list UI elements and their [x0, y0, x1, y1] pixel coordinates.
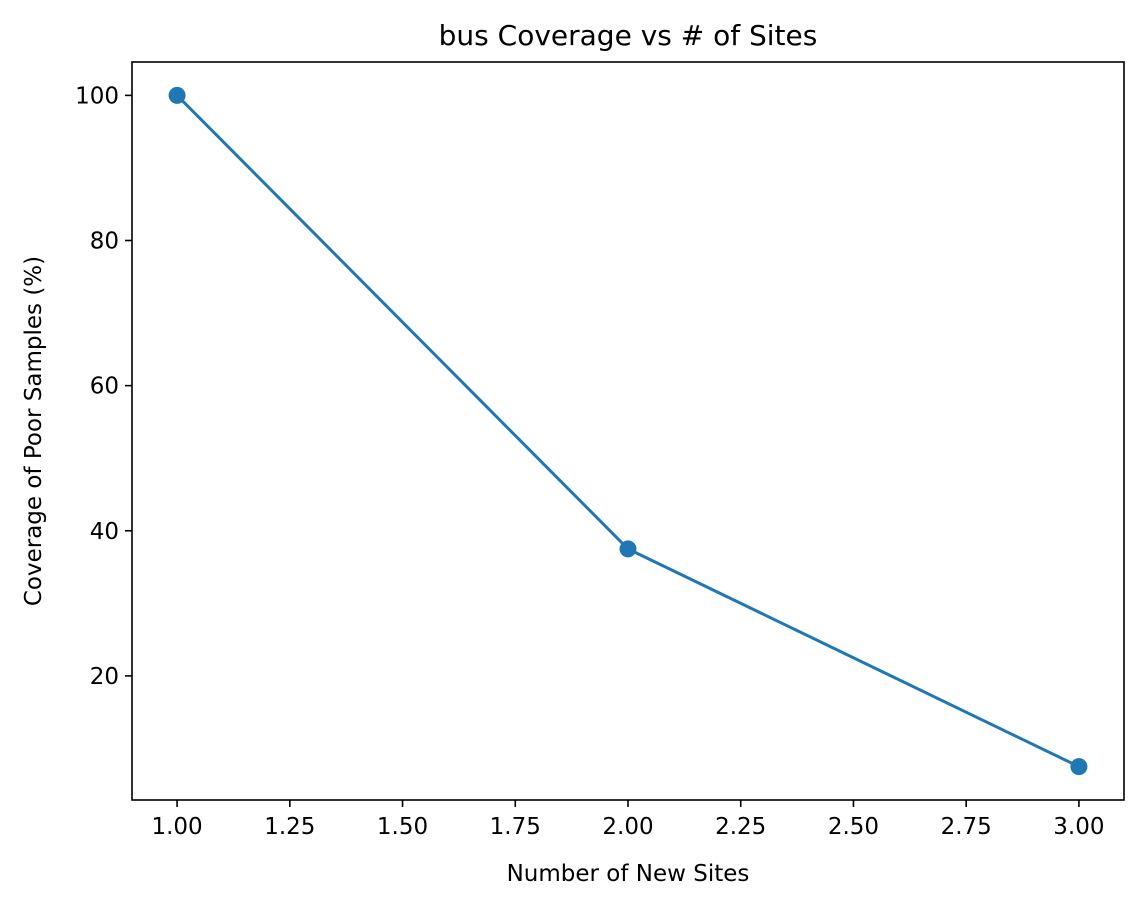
x-axis-ticks: 1.00 1.25 1.50 1.75 2.00 2.25 2.50 2.75 3.00 [151, 800, 1105, 840]
y-tick-label: 80 [90, 229, 119, 255]
y-tick-label: 60 [90, 374, 119, 400]
x-tick-label: 1.50 [377, 814, 428, 840]
chart-title: bus Coverage vs # of Sites [439, 19, 818, 52]
y-axis-label: Coverage of Poor Samples (%) [21, 256, 47, 606]
x-tick-label: 2.50 [828, 814, 879, 840]
y-tick-label: 20 [90, 664, 119, 690]
x-tick-label: 1.75 [490, 814, 541, 840]
x-tick-label: 2.00 [602, 814, 653, 840]
data-point-marker [619, 540, 637, 558]
x-tick-label: 3.00 [1053, 814, 1104, 840]
x-tick-label: 1.00 [151, 814, 202, 840]
y-tick-label: 100 [75, 83, 119, 109]
y-tick-label: 40 [90, 519, 119, 545]
series-line [176, 94, 1080, 768]
x-tick-label: 1.25 [264, 814, 315, 840]
series-layer [168, 86, 1088, 776]
data-point-marker [1070, 758, 1088, 776]
x-axis-label: Number of New Sites [507, 861, 750, 887]
y-axis-ticks: 20 40 60 80 100 [75, 83, 132, 690]
x-tick-label: 2.25 [715, 814, 766, 840]
data-point-marker [168, 86, 186, 104]
x-tick-label: 2.75 [941, 814, 992, 840]
plot-frame [131, 61, 1125, 801]
axes [131, 61, 1125, 801]
